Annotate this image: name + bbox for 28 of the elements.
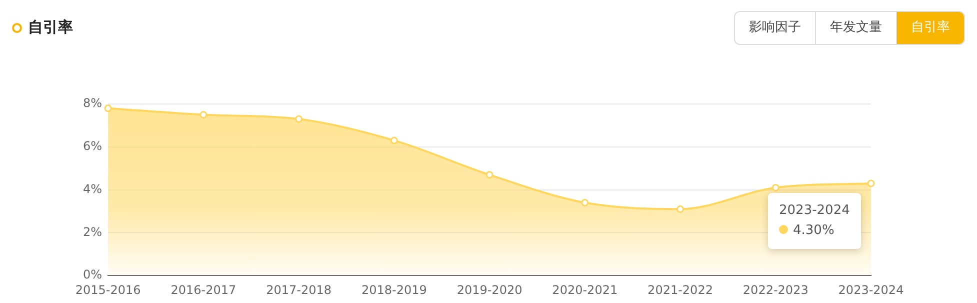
x-tick-label: 2021-2022: [648, 282, 713, 297]
point: [581, 198, 589, 206]
text: 影响因子: [748, 19, 802, 37]
x-tick-label: 2017-2018: [266, 282, 332, 297]
x-tick-label: 2020-2021: [552, 282, 618, 297]
point: [295, 115, 303, 123]
y-tick-label: 8%: [82, 96, 102, 110]
point: [104, 104, 112, 112]
x-tick-label: 2015-2016: [75, 282, 141, 297]
x-tick-label: 2018-2019: [361, 282, 427, 297]
y-tick-label: 6%: [82, 139, 102, 154]
x-tick-label: 2016-2017: [170, 282, 236, 297]
point: [486, 171, 494, 179]
y-tick-label: 0%: [82, 268, 102, 282]
text: 自引率: [896, 12, 964, 44]
y-tick-label: 2%: [82, 224, 102, 239]
point: [390, 136, 398, 144]
point: [772, 184, 780, 192]
annotation: 2023-2024 4.30%: [779, 202, 850, 240]
chart-title: 自引率: [28, 18, 73, 37]
point: [676, 205, 684, 213]
x-tick-label: 2019-2020: [456, 282, 522, 297]
point: [867, 180, 875, 188]
x-tick-label: 2022-2023: [742, 282, 808, 297]
point: [200, 110, 208, 118]
text: 年发文量: [815, 12, 896, 44]
y-tick-label: 4%: [82, 182, 102, 196]
x-tick-label: 2023-2024: [838, 282, 904, 297]
